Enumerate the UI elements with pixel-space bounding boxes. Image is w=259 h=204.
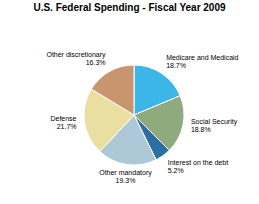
svg-text:Medicare and Medicaid18.7%: Medicare and Medicaid18.7% <box>166 54 238 69</box>
svg-text:Other mandatory19.3%: Other mandatory19.3% <box>99 169 152 184</box>
svg-text:Defense21.7%: Defense21.7% <box>50 115 76 130</box>
svg-text:Interest on the debt5.2%: Interest on the debt5.2% <box>168 159 228 174</box>
svg-text:Other discretionary16.3%: Other discretionary16.3% <box>46 51 106 66</box>
svg-text:Social Security18.8%: Social Security18.8% <box>191 118 238 133</box>
html-text:U.S. Federal Spending - Fiscal: U.S. Federal Spending - Fiscal Year 2009 <box>33 2 226 13</box>
